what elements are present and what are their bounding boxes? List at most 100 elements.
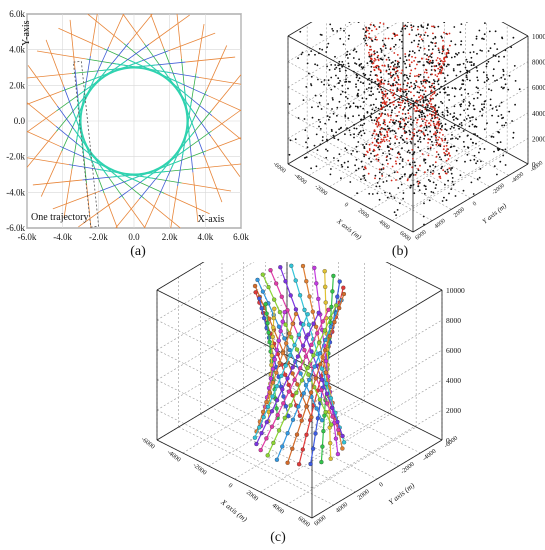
scatter-point-black — [393, 171, 396, 174]
scatter-point-black — [483, 33, 486, 36]
trajectory-marker — [300, 343, 306, 348]
scatter-point-red — [389, 71, 392, 74]
trajectory-marker — [341, 440, 347, 445]
trajectory-marker — [270, 334, 275, 340]
chart-a: -6.0k -4.0k -2.0k 0.0 2.0k 4.0k 6.0k6.0k4.0k2.… — [6, 9, 249, 242]
scatter-point-red — [376, 74, 378, 77]
scatter-point-red — [433, 91, 436, 93]
scatter-point-black — [345, 96, 347, 98]
scatter-point-black — [377, 85, 380, 88]
scatter-point-red — [376, 125, 379, 128]
trajectory-marker — [309, 349, 314, 354]
z-tick-label: 10000 — [532, 33, 545, 41]
grid-line — [234, 400, 365, 480]
scatter-point-black — [475, 86, 478, 89]
scatter-point-black — [468, 125, 471, 128]
scatter-point-red — [414, 56, 417, 59]
scatter-point-black — [355, 50, 358, 53]
scatter-point-black — [496, 109, 498, 111]
scatter-point-black — [492, 74, 495, 77]
scatter-point-black — [434, 187, 437, 190]
trajectory-marker — [281, 401, 286, 406]
scatter-point-black — [502, 154, 505, 157]
trajectory-marker — [288, 403, 293, 408]
trajectory-marker — [257, 296, 262, 301]
scatter-point-black — [451, 137, 454, 140]
scatter-point-black — [446, 109, 449, 112]
scatter-point-red — [373, 25, 376, 28]
scatter-point-black — [450, 167, 452, 170]
scatter-point-black — [417, 61, 419, 63]
scatter-point-black — [316, 64, 319, 67]
trajectory-marker — [300, 263, 306, 269]
scatter-point-black — [407, 21, 409, 23]
scatter-point-red — [418, 129, 421, 132]
scatter-point-black — [432, 164, 434, 166]
grid-line — [260, 413, 391, 493]
scatter-point-black — [407, 102, 410, 105]
trajectory-marker — [283, 363, 288, 368]
scatter-point-black — [492, 136, 495, 138]
scatter-point-red — [416, 63, 418, 66]
scatter-point-red — [446, 52, 449, 54]
scatter-point-black — [346, 97, 349, 100]
scatter-point-black — [402, 90, 404, 93]
scatter-point-black — [370, 86, 373, 89]
scatter-point-black — [469, 102, 471, 105]
scatter-point-black — [454, 43, 457, 46]
scatter-point-black — [505, 121, 507, 124]
scatter-point-red — [403, 119, 406, 122]
trajectory-marker — [284, 341, 289, 346]
scatter-point-black — [435, 94, 437, 97]
trajectory-marker — [329, 304, 334, 310]
scatter-point-black — [419, 89, 422, 91]
scatter-point-black — [427, 179, 430, 181]
scatter-point-black — [357, 141, 360, 143]
scatter-point-black — [325, 148, 327, 151]
scatter-point-red — [436, 116, 439, 119]
scatter-point-red — [407, 117, 410, 120]
scatter-point-red — [385, 58, 388, 61]
trajectory-marker — [326, 307, 331, 312]
scatter-point-red — [379, 145, 381, 148]
scatter-point-black — [472, 116, 474, 118]
scatter-point-black — [416, 91, 419, 93]
trajectory-marker — [281, 394, 286, 399]
scatter-point-red — [432, 114, 434, 116]
trajectory-segment — [123, 198, 146, 228]
scatter-point-black — [345, 149, 348, 151]
trajectory-marker — [335, 294, 340, 299]
scatter-point-black — [467, 147, 470, 149]
scatter-point-black — [348, 103, 350, 105]
scatter-point-black — [347, 160, 349, 163]
scatter-point-black — [418, 91, 421, 94]
scatter-point-black — [403, 60, 405, 63]
z-tick-label: 0 — [446, 436, 450, 445]
scatter-point-black — [341, 90, 344, 93]
trajectory-marker — [269, 424, 275, 429]
scatter-point-black — [412, 152, 415, 155]
scatter-point-black — [380, 104, 382, 106]
scatter-point-red — [393, 52, 396, 54]
scatter-point-red — [431, 25, 433, 28]
caption-b: (b) — [391, 244, 409, 259]
scatter-point-black — [410, 118, 412, 121]
scatter-point-black — [429, 130, 432, 133]
scatter-point-black — [339, 27, 342, 30]
scatter-point-black — [406, 84, 408, 87]
scatter-point-black — [381, 163, 384, 166]
scatter-point-black — [455, 159, 458, 162]
scatter-point-red — [416, 107, 419, 110]
scatter-point-black — [362, 66, 365, 69]
trajectory-marker — [337, 279, 342, 284]
scatter-point-black — [382, 152, 384, 155]
scatter-point-red — [443, 31, 445, 34]
scatter-point-black — [422, 99, 425, 101]
scatter-point-black — [432, 79, 435, 81]
scatter-point-black — [388, 127, 391, 130]
y-tick-label: 2.0k — [9, 80, 25, 90]
trajectory-marker — [255, 277, 260, 283]
box-edge — [311, 439, 443, 519]
scatter-point-red — [419, 35, 422, 38]
scatter-point-black — [459, 31, 462, 34]
